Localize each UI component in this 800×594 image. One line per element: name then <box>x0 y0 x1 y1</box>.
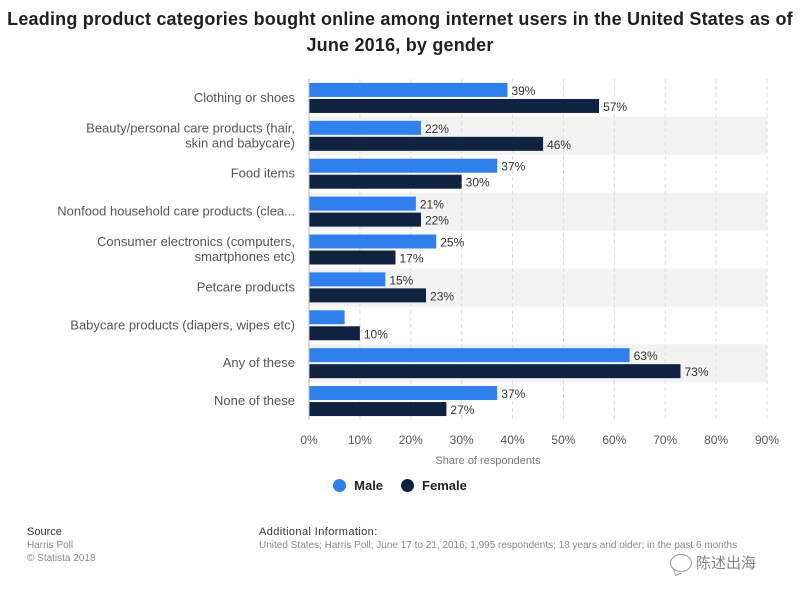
x-tick-label: 20% <box>399 433 423 447</box>
bar-male <box>309 196 416 211</box>
data-label: 39% <box>511 84 535 98</box>
watermark: 陈述出海 <box>670 552 756 573</box>
category-label: skin and babycare) <box>185 135 295 150</box>
x-tick-label: 30% <box>450 433 474 447</box>
chat-bubble-icon <box>670 553 692 572</box>
category-label: None of these <box>214 393 295 408</box>
bar-female <box>309 212 421 227</box>
source-block: Source Harris Poll © Statista 2018 <box>27 526 96 565</box>
data-label: 37% <box>501 160 525 174</box>
bar-male <box>309 386 498 401</box>
legend-female-swatch <box>401 479 415 492</box>
x-tick-label: 0% <box>300 433 318 447</box>
bar-female <box>309 136 544 151</box>
x-tick-label: 70% <box>653 433 677 447</box>
x-tick-label: 50% <box>551 433 575 447</box>
bar-male <box>309 272 386 287</box>
category-label: Food items <box>231 166 296 181</box>
x-tick-label: 10% <box>348 433 372 447</box>
legend-item-male[interactable]: Male <box>333 478 383 493</box>
data-label: 21% <box>420 198 444 212</box>
data-label: 23% <box>430 289 454 303</box>
chart-title: Leading product categories bought online… <box>7 9 793 55</box>
data-label: 30% <box>466 176 490 190</box>
data-label: 10% <box>364 327 388 341</box>
watermark-text: 陈述出海 <box>696 555 757 572</box>
source-line-1: Harris Poll <box>27 540 74 551</box>
bar-female <box>309 288 427 303</box>
category-label: Nonfood household care products (clea... <box>57 204 295 219</box>
legend-male-label: Male <box>354 478 384 493</box>
additional-info-title: Additional Information: <box>259 526 378 538</box>
data-label: 22% <box>425 122 449 136</box>
bar-female <box>309 250 396 265</box>
bar-male <box>309 82 508 97</box>
data-label: 73% <box>684 365 708 379</box>
x-axis-title: Share of respondents <box>435 455 541 467</box>
source-line-2: © Statista 2018 <box>27 553 96 564</box>
bar-female <box>309 174 462 189</box>
additional-info-text: United States; Harris Poll; June 17 to 2… <box>259 540 738 551</box>
x-tick-label: 60% <box>602 433 626 447</box>
bar-female <box>309 326 360 341</box>
x-tick-label: 90% <box>755 433 779 447</box>
bar-male <box>309 158 498 173</box>
bar-male <box>309 234 437 249</box>
data-label: 37% <box>501 387 525 401</box>
legend-female-label: Female <box>422 478 467 493</box>
x-tick-label: 40% <box>501 433 525 447</box>
data-label: 25% <box>440 236 464 250</box>
category-label: Petcare products <box>197 279 296 294</box>
bar-female <box>309 364 681 379</box>
data-label: 17% <box>400 252 424 266</box>
source-title: Source <box>27 526 62 538</box>
bar-male <box>309 120 421 135</box>
bar-male <box>309 348 630 363</box>
bar-female <box>309 98 600 113</box>
category-label: Consumer electronics (computers, <box>97 234 295 249</box>
category-label: smartphones etc) <box>195 249 295 264</box>
category-label: Clothing or shoes <box>194 90 296 105</box>
bar-male <box>309 310 345 325</box>
legend-item-female[interactable]: Female <box>401 478 467 493</box>
data-label: 27% <box>450 403 474 417</box>
category-label: Beauty/personal care products (hair, <box>86 120 295 135</box>
data-label: 15% <box>389 273 413 287</box>
data-label: 22% <box>425 214 449 228</box>
data-label: 57% <box>603 100 627 114</box>
category-label: Babycare products (diapers, wipes etc) <box>70 317 295 332</box>
data-label: 63% <box>634 349 658 363</box>
x-tick-label: 80% <box>704 433 728 447</box>
chart-legend: Male Female <box>0 478 800 493</box>
bar-female <box>309 402 447 417</box>
additional-info-block: Additional Information: United States; H… <box>259 526 789 552</box>
data-label: 46% <box>547 138 571 152</box>
legend-male-swatch <box>333 479 347 492</box>
category-label: Any of these <box>223 355 295 370</box>
